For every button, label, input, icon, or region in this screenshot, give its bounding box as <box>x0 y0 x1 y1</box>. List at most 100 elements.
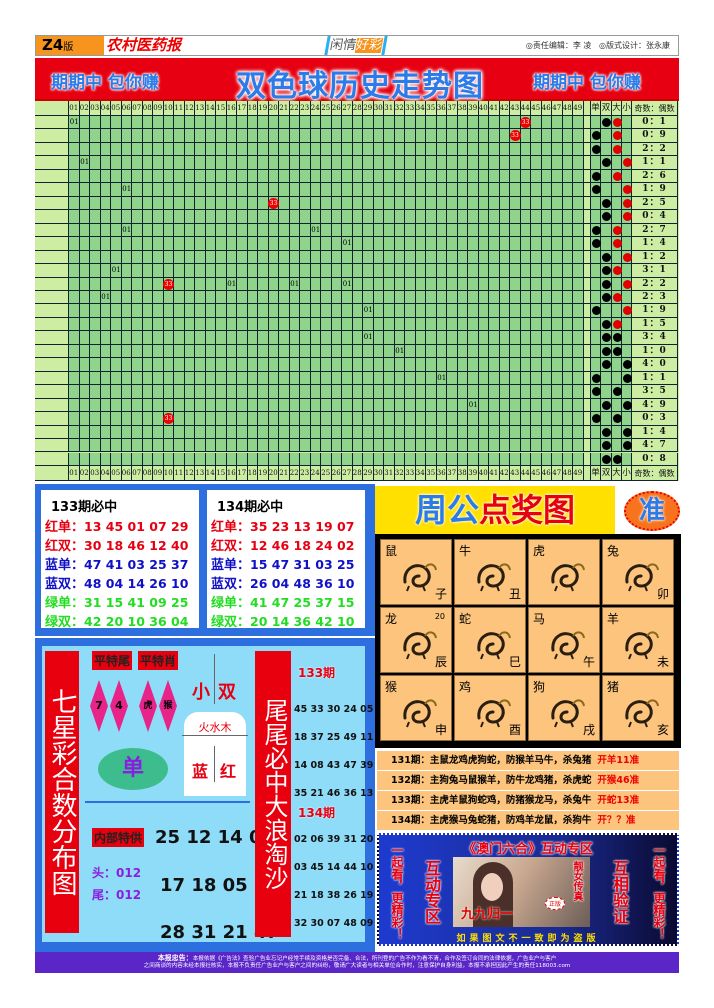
grid-cell <box>237 210 248 224</box>
grid-cell <box>394 196 405 211</box>
slogan-part-b: 好彩 <box>354 38 384 53</box>
grid-cell <box>331 358 342 372</box>
grid-cell <box>426 439 437 453</box>
grid-cell <box>531 304 542 318</box>
grid-cell <box>436 331 447 345</box>
grid-cell <box>132 223 143 238</box>
grid-cell <box>520 371 531 386</box>
number-header: 04 <box>100 465 111 481</box>
grid-cell <box>226 344 237 359</box>
grid-cell <box>195 398 206 413</box>
number-marker: 01 <box>437 373 447 382</box>
grid-cell <box>142 277 153 291</box>
grid-cell <box>489 412 500 426</box>
spacer-cell <box>583 183 591 197</box>
grid-cell <box>163 264 174 278</box>
grid-cell <box>195 412 206 426</box>
grid-cell <box>184 398 195 413</box>
grid-cell <box>478 169 489 184</box>
grid-cell <box>468 116 479 130</box>
grid-cell <box>100 196 111 211</box>
grid-cell <box>174 250 185 265</box>
grid-cell <box>90 290 101 305</box>
grid-cell <box>352 425 363 440</box>
ratio-cell: 0：9 <box>632 129 678 143</box>
grid-cell <box>216 169 227 184</box>
grid-cell <box>573 196 584 211</box>
grid-cell <box>153 412 164 426</box>
grid-cell <box>352 156 363 170</box>
element-box <box>184 712 246 796</box>
grid-cell <box>363 237 374 251</box>
xiao-label: 小 <box>192 682 210 703</box>
grid-cell <box>405 237 416 251</box>
grid-cell <box>394 331 405 345</box>
grid-cell <box>289 142 300 157</box>
grid-cell <box>258 210 269 224</box>
row-label-cell <box>35 465 69 481</box>
grid-cell <box>153 142 164 157</box>
grid-cell <box>226 156 237 170</box>
grid-cell <box>268 237 279 251</box>
grid-cell <box>100 142 111 157</box>
number-marker: 01 <box>69 118 79 126</box>
grid-cell <box>552 169 563 184</box>
grid-cell <box>384 264 395 278</box>
grid-cell <box>121 371 132 386</box>
grid-cell <box>373 317 384 332</box>
number-header: 35 <box>426 465 437 481</box>
grid-cell <box>184 412 195 426</box>
divider <box>85 801 250 803</box>
grid-cell <box>90 344 101 359</box>
zodiac-ink-drawing <box>473 692 513 728</box>
grid-cell <box>499 142 510 157</box>
grid-cell <box>226 304 237 318</box>
grid-cell <box>310 210 321 224</box>
grid-cell <box>69 358 80 372</box>
zodiac-name: 龙 <box>385 612 398 626</box>
grid-cell <box>142 129 153 143</box>
grid-cell <box>373 425 384 440</box>
grid-cell <box>300 196 311 211</box>
grid-cell <box>352 277 363 291</box>
divider <box>214 746 215 782</box>
grid-cell <box>573 290 584 305</box>
tail-vertical-title: 尾尾必中大浪淘沙 <box>255 651 291 937</box>
grid-cell <box>415 223 426 238</box>
grid-cell <box>468 385 479 399</box>
grid-cell <box>163 425 174 440</box>
stat-header: 小 <box>622 101 632 116</box>
grid-cell <box>352 129 363 143</box>
interactive-ad[interactable]: 《澳门六合》互动专区 一起看，更精彩！ 互动专区 靓女传真 九九归一 正版 互相… <box>377 833 679 946</box>
grid-cell <box>531 196 542 211</box>
number-marker: 01 <box>395 346 405 355</box>
grid-cell <box>142 116 153 130</box>
grid-cell <box>195 371 206 386</box>
grid-cell <box>510 210 521 224</box>
grid-cell <box>69 196 80 211</box>
grid-cell <box>552 425 563 440</box>
grid-cell <box>300 344 311 359</box>
grid-cell <box>415 169 426 184</box>
grid-cell <box>478 156 489 170</box>
grid-cell <box>447 277 458 291</box>
grid-cell <box>226 439 237 453</box>
grid-cell <box>321 210 332 224</box>
earthly-branch: 戌 <box>582 723 595 737</box>
grid-cell <box>457 331 468 345</box>
grid-cell <box>142 183 153 197</box>
grid-cell <box>415 129 426 143</box>
grid-cell <box>552 196 563 211</box>
grid-cell <box>69 425 80 440</box>
number-header: 41 <box>489 101 500 116</box>
grid-cell <box>489 439 500 453</box>
grid-cell <box>499 385 510 399</box>
grid-cell <box>520 344 531 359</box>
grid-cell <box>163 452 174 466</box>
tail-row-133: 14 08 43 47 39 <box>294 760 374 771</box>
grid-cell <box>289 317 300 332</box>
grid-cell <box>132 277 143 291</box>
prediction-text: 133期：主虎羊鼠狗蛇鸡，防猪猴龙马，杀兔牛 <box>391 795 592 806</box>
earthly-branch: 巳 <box>508 655 521 669</box>
grid-cell <box>279 264 290 278</box>
